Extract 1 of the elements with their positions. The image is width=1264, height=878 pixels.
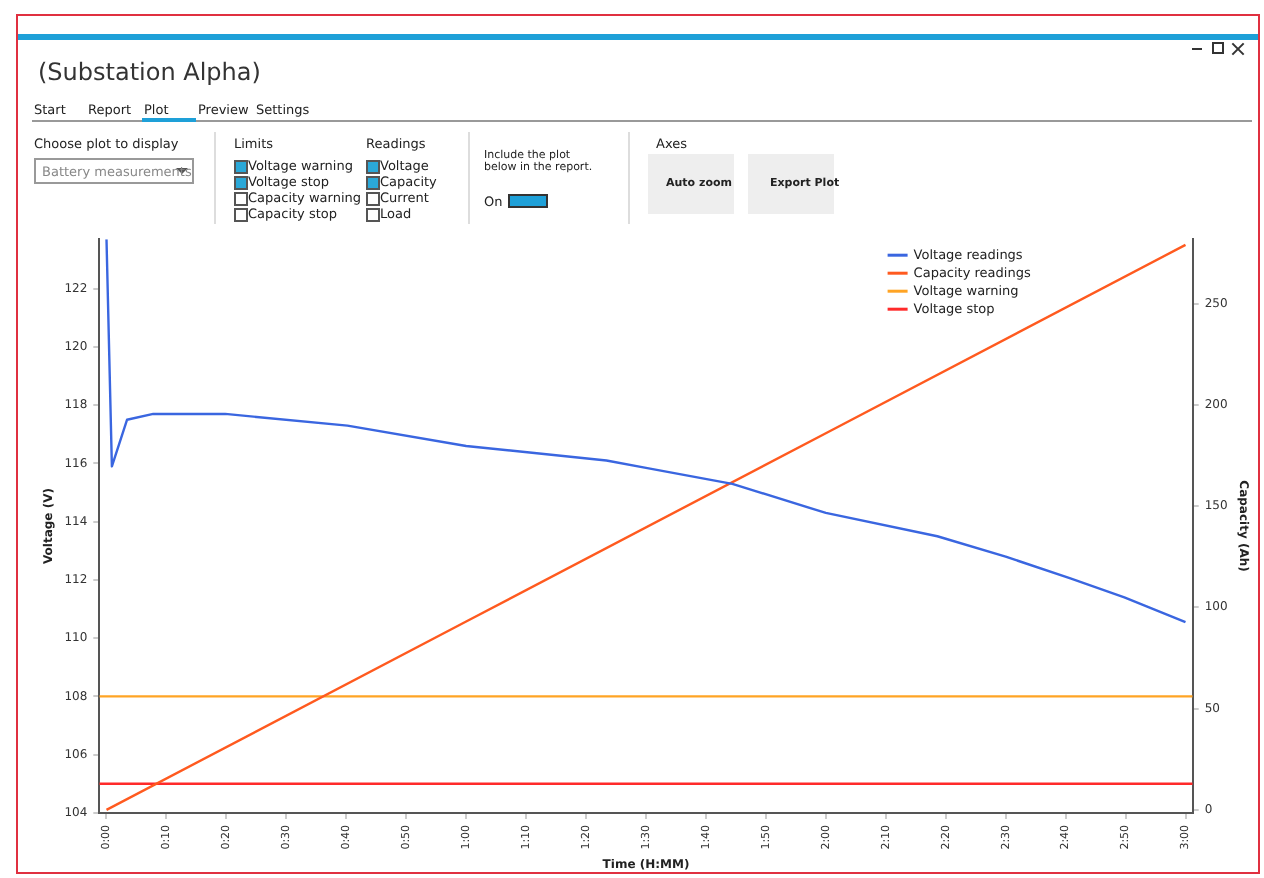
chart-title: (Substation Alpha) — [38, 58, 261, 86]
